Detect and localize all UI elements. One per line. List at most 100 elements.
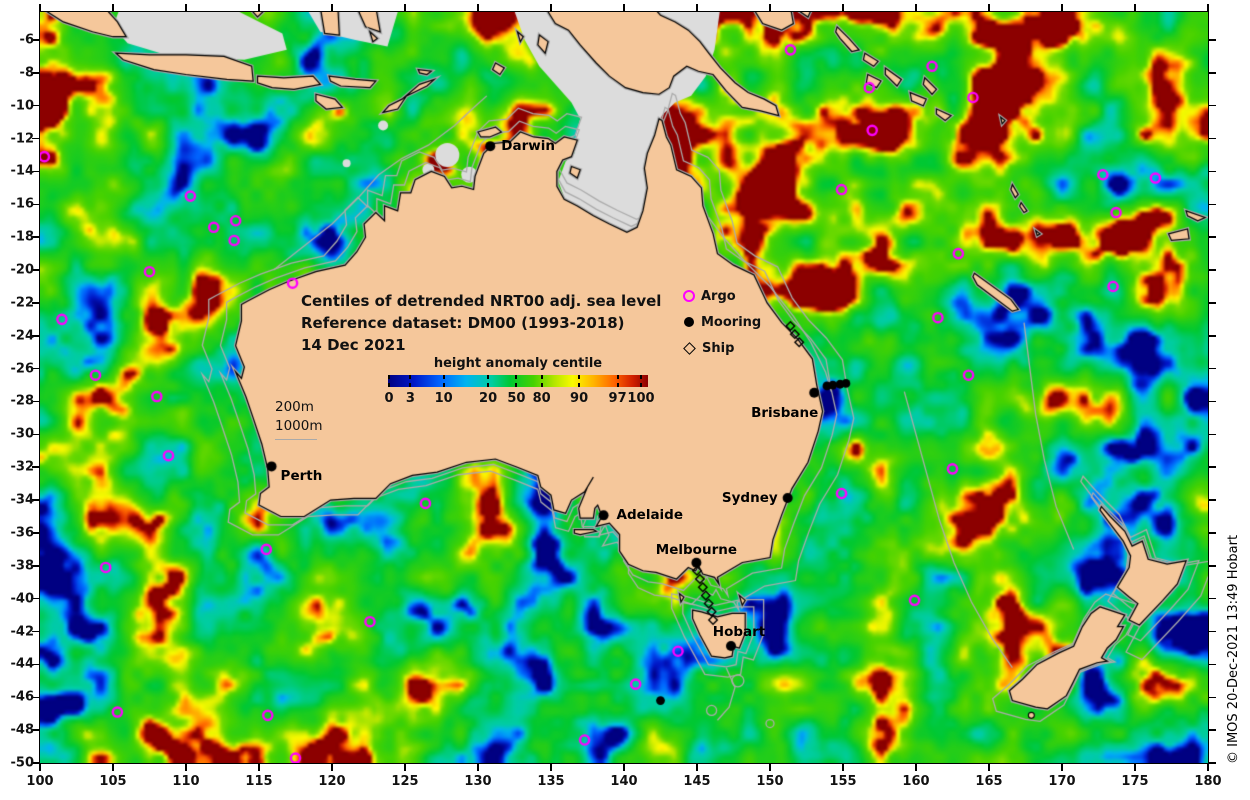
x-tick-top <box>477 4 479 12</box>
colorbar-tickmark <box>639 383 642 387</box>
legend-row-mooring: Mooring <box>683 313 761 331</box>
y-tick-right <box>1208 466 1216 468</box>
x-tick-label: 100 <box>26 774 54 789</box>
title-block: Centiles of detrended NRT00 adj. sea lev… <box>301 290 661 356</box>
colorbar-tickmark <box>578 383 581 387</box>
y-tick <box>32 466 40 468</box>
colorbar-tick-label: 3 <box>405 391 415 406</box>
colorbar-tick-label: 20 <box>479 391 498 406</box>
y-tick <box>32 762 40 764</box>
y-tick-right <box>1208 499 1216 501</box>
x-tick-top <box>1207 4 1209 12</box>
x-tick-top <box>39 4 41 12</box>
y-tick-label: -42 <box>10 624 35 640</box>
credit-text: © IMOS 20-Dec-2021 13:49 Hobart <box>1226 534 1241 764</box>
colorbar-tickmark <box>540 375 543 379</box>
x-tick-top <box>258 4 260 12</box>
y-tick-label: -34 <box>10 492 35 508</box>
y-tick-label: -50 <box>10 755 35 771</box>
contour-label-200m: 200m <box>275 399 314 415</box>
x-tick-top <box>988 4 990 12</box>
city-label-melbourne: Melbourne <box>655 541 738 558</box>
y-tick <box>32 565 40 567</box>
y-tick <box>32 532 40 534</box>
y-tick <box>32 696 40 699</box>
colorbar-tickmark <box>388 383 391 387</box>
y-tick <box>32 203 40 206</box>
colorbar-tick-label: 50 <box>507 391 526 406</box>
y-tick-label: -26 <box>10 361 35 377</box>
title-line-1: Centiles of detrended NRT00 adj. sea lev… <box>301 292 662 310</box>
y-tick-right <box>1208 72 1216 74</box>
y-tick <box>32 236 40 238</box>
y-tick-right <box>1208 696 1216 699</box>
x-tick-label: 130 <box>464 774 492 789</box>
y-tick-right <box>1208 367 1216 370</box>
colorbar-tickmark <box>515 383 518 387</box>
y-tick-label: -24 <box>10 328 35 344</box>
contour-sample-line <box>275 439 317 440</box>
y-tick-label: -32 <box>10 459 35 475</box>
y-tick-label: -38 <box>10 558 35 574</box>
legend-label-ship: Ship <box>702 340 735 356</box>
x-tick-label: 155 <box>829 774 857 789</box>
x-tick-top <box>769 4 771 12</box>
colorbar-title: height anomaly centile <box>433 356 603 371</box>
y-tick <box>32 269 40 271</box>
y-tick-right <box>1208 39 1216 41</box>
colorbar-tick-label: 97 <box>608 391 627 406</box>
y-tick-label: -22 <box>10 295 35 311</box>
colorbar-tickmark <box>540 383 543 387</box>
colorbar-tickmark <box>442 383 445 387</box>
colorbar-tickmark <box>578 375 581 379</box>
colorbar-tickmark <box>442 375 445 379</box>
city-label-adelaide: Adelaide <box>616 507 683 524</box>
title-line-3: 14 Dec 2021 <box>301 336 406 354</box>
x-tick-label: 180 <box>1194 774 1222 789</box>
y-tick <box>32 663 40 666</box>
legend-label-mooring: Mooring <box>701 314 762 330</box>
y-tick <box>32 367 40 370</box>
y-tick <box>32 302 40 304</box>
colorbar-tickmark <box>515 375 518 379</box>
x-tick-label: 140 <box>610 774 638 789</box>
x-tick-top <box>185 4 187 12</box>
x-tick <box>1207 763 1209 771</box>
x-tick-top <box>1061 4 1063 12</box>
x-tick <box>988 763 990 771</box>
y-tick-label: -16 <box>10 196 35 212</box>
colorbar-tickmark <box>487 383 490 387</box>
y-tick-right <box>1208 630 1216 633</box>
x-tick-label: 160 <box>902 774 930 789</box>
y-tick-label: -40 <box>10 591 35 607</box>
y-tick-right <box>1208 729 1216 731</box>
y-tick <box>32 499 40 501</box>
x-tick <box>185 763 187 771</box>
argo-icon <box>683 290 695 302</box>
map-canvas <box>40 12 1208 763</box>
x-tick <box>623 763 625 771</box>
x-tick-top <box>623 4 625 12</box>
x-tick-top <box>331 4 333 12</box>
y-tick-right <box>1208 400 1216 403</box>
x-tick-label: 120 <box>318 774 346 789</box>
y-tick-right <box>1208 762 1216 764</box>
x-tick-top <box>1134 4 1136 12</box>
x-tick-label: 175 <box>1121 774 1149 789</box>
colorbar-tick-label: 10 <box>434 391 453 406</box>
x-tick-top <box>915 4 917 12</box>
y-tick-right <box>1208 663 1216 666</box>
y-tick <box>32 335 40 337</box>
colorbar-tick-label: 0 <box>384 391 394 406</box>
y-tick <box>32 729 40 731</box>
y-tick-right <box>1208 104 1216 107</box>
legend-row-ship: Ship <box>683 339 761 357</box>
mooring-icon <box>684 317 694 327</box>
x-tick-top <box>550 4 552 12</box>
colorbar-tick-label: 100 <box>627 391 655 406</box>
y-tick-label: -20 <box>10 262 35 278</box>
y-tick-right <box>1208 302 1216 304</box>
x-tick <box>331 763 333 771</box>
x-tick <box>550 763 552 771</box>
city-label-perth: Perth <box>280 468 323 485</box>
